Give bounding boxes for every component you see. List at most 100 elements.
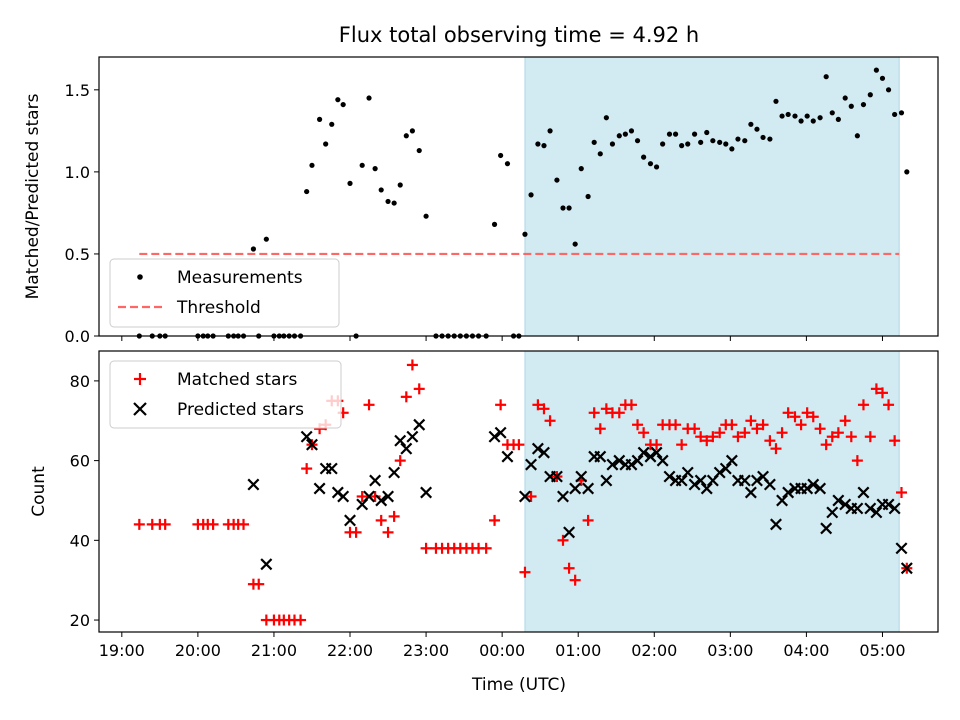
matched-star-point [714,427,726,439]
measurement-point [504,161,511,167]
measurement-point [760,134,766,141]
measurement-point [423,213,429,219]
matched-star-point [707,431,719,443]
measurement-point [685,141,691,147]
matched-star-point [569,574,581,586]
predicted-star-point [337,490,350,503]
predicted-star-point [663,470,676,483]
predicted-star-point [744,486,757,499]
matched-star-point [253,578,265,590]
measurement-point [729,146,735,152]
measurement-point [528,192,534,198]
measurement-point [578,166,584,172]
legend-threshold-label: Threshold [176,298,261,318]
x-tick-label: 02:00 [631,641,677,660]
measurement-point [898,110,905,116]
measurement-point [842,95,848,101]
predicted-star-point [600,474,613,487]
predicted-star-point [851,502,864,515]
measurement-point [634,138,641,144]
measurement-point [541,143,547,149]
measurement-point [704,129,710,136]
predicted-star-point [344,514,356,527]
predicted-star-point [763,478,776,491]
measurement-point [698,139,704,145]
x-tick-label: 01:00 [555,641,601,660]
predicted-star-point [750,474,763,487]
measurement-point [391,200,397,206]
predicted-star-point [826,506,839,519]
predicted-star-point [313,482,326,495]
measurement-point [566,205,572,211]
matched-star-point [207,518,219,530]
measurement-point [879,75,886,81]
matched-star-point [864,431,876,443]
predicted-star-point [606,458,619,471]
x-axis-label: Time (UTC) [471,675,566,695]
matched-star-point [495,399,507,411]
predicted-star-point [700,482,713,495]
predicted-star-point [531,442,544,455]
bottom-y-ticks: 20 40 60 80 [70,372,99,630]
measurement-point [653,164,660,170]
measurement-point [403,133,409,139]
measurement-point [867,92,873,98]
matched-star-point [363,399,375,411]
predicted-star-point [300,430,313,443]
measurement-point [754,126,760,132]
predicted-star-point [675,474,688,487]
matched-star-point [382,526,394,538]
predicted-star-point [839,498,852,511]
predicted-star-point [388,466,401,479]
measurement-point [560,205,566,211]
predicted-star-point [557,490,569,503]
measurement-point [316,116,323,122]
measurement-point [779,113,785,119]
matched-star-point [895,486,907,498]
measurement-point [848,103,854,109]
matched-star-point [557,534,569,546]
legend-measurements-label: Measurements [177,268,303,288]
matched-star-point [538,403,550,415]
measurement-point [304,188,310,195]
matched-star-point [356,490,368,502]
matched-star-point [751,423,763,435]
bottom-axes-frame [98,350,939,633]
measurement-point [591,139,597,145]
x-tick-label: 03:00 [707,641,753,660]
top-y-tick-label: 1.0 [65,163,90,182]
matched-star-point [851,455,863,467]
predicted-star-point [650,446,663,459]
matched-star-point [532,399,544,411]
predicted-star-point [420,486,433,499]
predicted-star-point [864,502,877,515]
top-legend: Measurements Threshold [109,258,340,328]
matched-star-point [839,415,851,427]
matched-star-point [588,407,600,419]
bottom-y-tick-label: 60 [70,452,90,471]
measurement-point [603,115,609,121]
measurement-point [597,151,603,157]
top-x-ticks [121,336,883,341]
measurement-point [767,136,773,142]
matched-star-point [857,399,869,411]
predicted-star-point [325,462,338,475]
predicted-star-point [247,478,260,491]
predicted-star-point [801,482,814,495]
x-tick-label: 20:00 [175,641,221,660]
top-measurements [136,67,910,339]
bottom-predicted-stars [247,418,913,575]
matched-star-point [600,403,612,415]
measurement-point [823,74,829,80]
matched-star-point [814,423,826,435]
legend-measurements-marker [137,274,143,280]
predicted-star-point [832,494,845,507]
measurement-point [710,138,716,144]
matched-star-point [238,518,250,530]
matched-star-point [826,431,838,443]
predicted-star-point [406,430,419,443]
matched-star-point [782,407,794,419]
matched-star-point [820,439,832,451]
matched-star-point [400,391,412,403]
measurement-point [892,111,898,118]
